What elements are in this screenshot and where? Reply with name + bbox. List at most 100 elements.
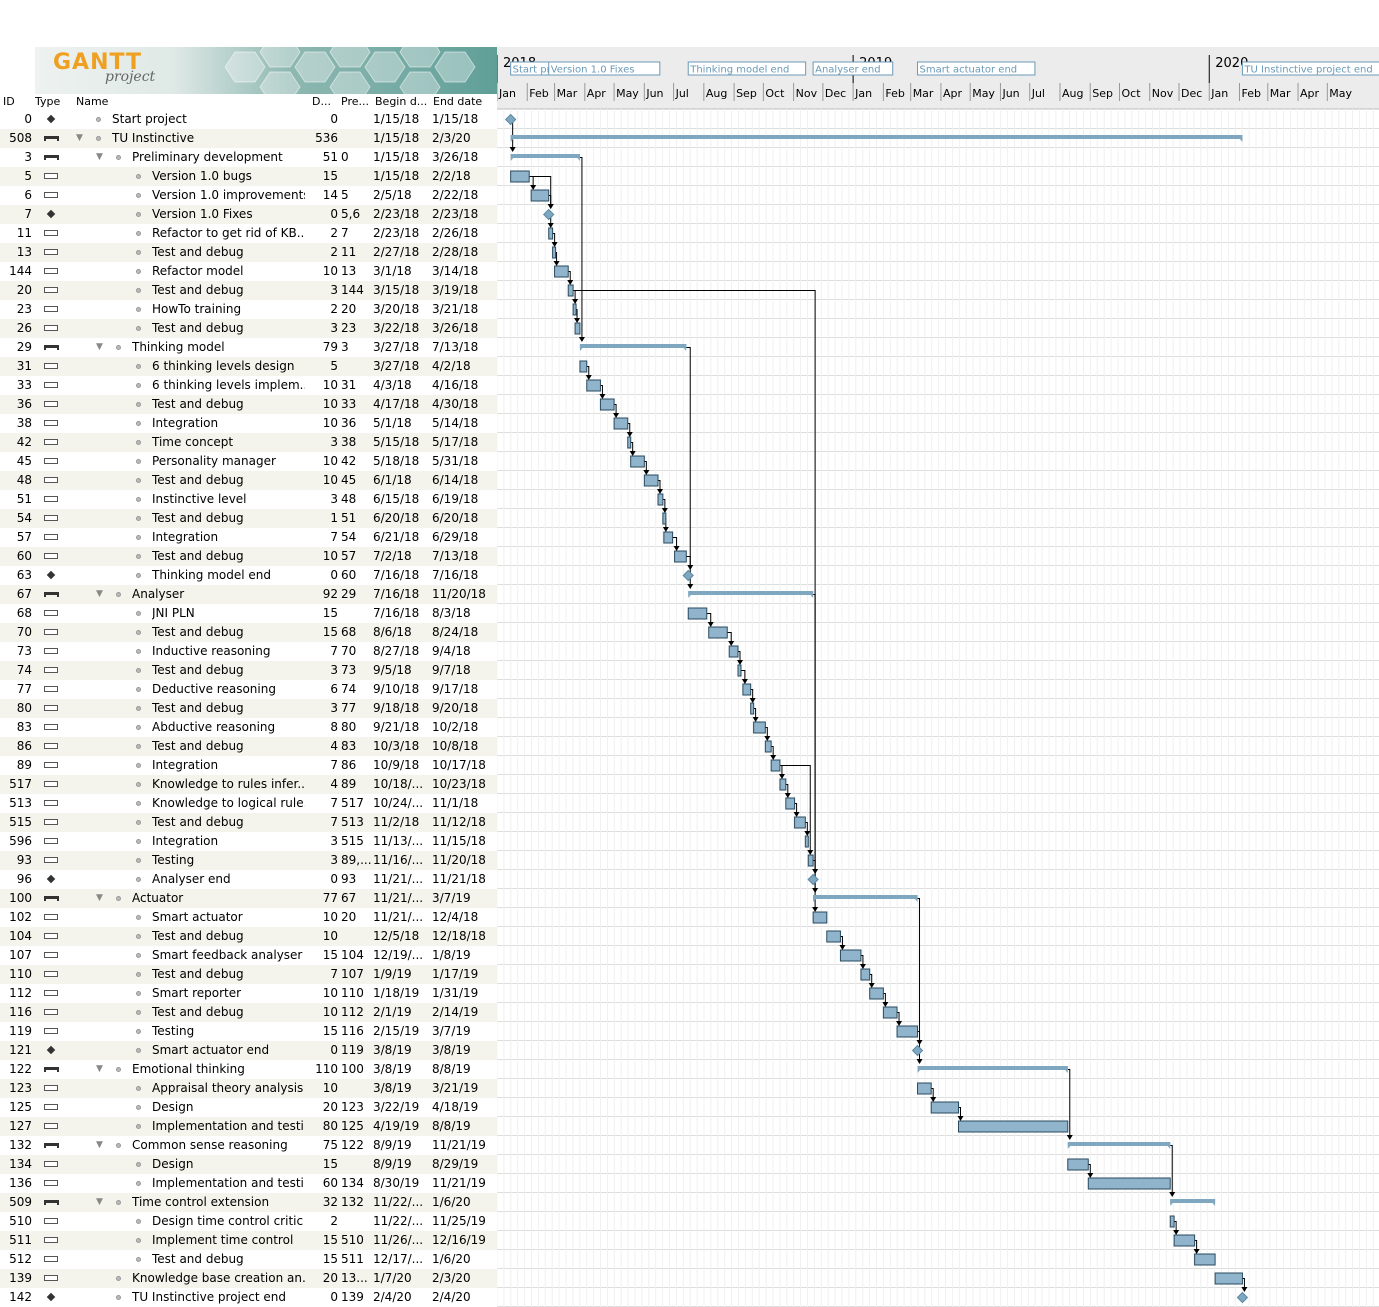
task-row[interactable]: 132 ▼ Common sense reasoning 75 122 8/9/19 11/… [0,1136,497,1155]
task-predecessors: 104 [341,948,364,962]
task-row[interactable]: 33 6 thinking levels implem... 10 31 4/3/18 4… [0,376,497,395]
task-row[interactable]: 596 Integration 3 515 11/13/... 11/15/18 [0,832,497,851]
task-row[interactable]: 100 ▼ Actuator 77 67 11/21/... 3/7/19 [0,889,497,908]
task-row[interactable]: 121 Smart actuator end 0 119 3/8/19 3/8/19 [0,1041,497,1060]
expand-toggle-icon[interactable]: ▼ [76,133,83,143]
task-row[interactable]: 508 ▼ TU Instinctive 536 1/15/18 2/3/20 [0,129,497,148]
task-row[interactable]: 68 JNI PLN 15 7/16/18 8/3/18 [0,604,497,623]
task-row[interactable]: 77 Deductive reasoning 6 74 9/10/18 9/17/18 [0,680,497,699]
task-row[interactable]: 123 Appraisal theory analysis 10 3/8/19 3/21… [0,1079,497,1098]
dependency-arrow-icon [1193,1249,1200,1254]
col-header-end[interactable]: End date [433,95,483,108]
task-row[interactable]: 125 Design 20 123 3/22/19 4/18/19 [0,1098,497,1117]
task-row[interactable]: 80 Test and debug 3 77 9/18/18 9/20/18 [0,699,497,718]
task-begin-date: 10/9/18 [373,758,420,772]
task-row[interactable]: 142 TU Instinctive project end 0 139 2/4/20 2… [0,1288,497,1307]
task-row[interactable]: 13 Test and debug 2 11 2/27/18 2/28/18 [0,243,497,262]
task-row[interactable]: 5 Version 1.0 bugs 15 1/15/18 2/2/18 [0,167,497,186]
task-icon [44,667,58,673]
task-type-task-icon [40,813,64,832]
task-bar [930,1101,960,1114]
task-row[interactable]: 112 Smart reporter 10 110 1/18/19 1/31/19 [0,984,497,1003]
task-row[interactable]: 23 HowTo training 2 20 3/20/18 3/21/18 [0,300,497,319]
expand-toggle-icon[interactable]: ▼ [96,893,103,903]
task-bar [770,759,781,772]
task-row[interactable]: 86 Test and debug 4 83 10/3/18 10/8/18 [0,737,497,756]
dependency-arrow-icon [547,223,554,228]
task-row[interactable]: 107 Smart feedback analyser 15 104 12/19/...… [0,946,497,965]
task-row[interactable]: 42 Time concept 3 38 5/15/18 5/17/18 [0,433,497,452]
task-row[interactable]: 7 Version 1.0 Fixes 0 5,6 2/23/18 2/23/18 [0,205,497,224]
task-bullet-icon [136,725,141,730]
task-row[interactable]: 83 Abductive reasoning 8 80 9/21/18 10/2/18 [0,718,497,737]
task-icon [44,1180,58,1186]
task-id: 104 [9,929,32,943]
task-row[interactable]: 36 Test and debug 10 33 4/17/18 4/30/18 [0,395,497,414]
task-row[interactable]: 122 ▼ Emotional thinking 110 100 3/8/19 8/8/19 [0,1060,497,1079]
expand-toggle-icon[interactable]: ▼ [96,1197,103,1207]
expand-toggle-icon[interactable]: ▼ [96,1140,103,1150]
expand-toggle-icon[interactable]: ▼ [96,1064,103,1074]
task-row[interactable]: 60 Test and debug 10 57 7/2/18 7/13/18 [0,547,497,566]
task-row[interactable]: 517 Knowledge to rules infer... 4 89 10/18/.… [0,775,497,794]
task-row[interactable]: 51 Instinctive level 3 48 6/15/18 6/19/18 [0,490,497,509]
task-row[interactable]: 57 Integration 7 54 6/21/18 6/29/18 [0,528,497,547]
task-id: 36 [16,397,32,411]
task-row[interactable]: 48 Test and debug 10 45 6/1/18 6/14/18 [0,471,497,490]
task-row[interactable]: 509 ▼ Time control extension 32 132 11/22/...… [0,1193,497,1212]
task-row[interactable]: 45 Personality manager 10 42 5/18/18 5/31/18 [0,452,497,471]
task-type-summary-icon [40,889,64,908]
task-row[interactable]: 38 Integration 10 36 5/1/18 5/14/18 [0,414,497,433]
task-row[interactable]: 134 Design 15 8/9/19 8/29/19 [0,1155,497,1174]
task-row[interactable]: 127 Implementation and testi... 80 125 4/19/… [0,1117,497,1136]
dependency-arrow-icon [629,451,636,456]
task-type-task-icon [40,927,64,946]
expand-toggle-icon[interactable]: ▼ [96,589,103,599]
dependency-arrow-icon [656,489,663,494]
task-name: 6 thinking levels design [152,359,295,373]
task-row[interactable]: 104 Test and debug 10 12/5/18 12/18/18 [0,927,497,946]
dependency-line [1170,1145,1173,1196]
task-row[interactable]: 3 ▼ Preliminary development 51 0 1/15/18 3/26/… [0,148,497,167]
task-predecessors: 86 [341,758,357,772]
month-label: Feb [1242,87,1261,100]
task-row[interactable]: 29 ▼ Thinking model 79 3 3/27/18 7/13/18 [0,338,497,357]
expand-toggle-icon[interactable]: ▼ [96,342,103,352]
task-row[interactable]: 26 Test and debug 3 23 3/22/18 3/26/18 [0,319,497,338]
task-row[interactable]: 513 Knowledge to logical rule... 7 517 10/24… [0,794,497,813]
task-row[interactable]: 139 Knowledge base creation an... 20 13... 1… [0,1269,497,1288]
task-row[interactable]: 89 Integration 7 86 10/9/18 10/17/18 [0,756,497,775]
task-row[interactable]: 54 Test and debug 1 51 6/20/18 6/20/18 [0,509,497,528]
task-row[interactable]: 515 Test and debug 7 513 11/2/18 11/12/18 [0,813,497,832]
task-row[interactable]: 102 Smart actuator 10 20 11/21/... 12/4/18 [0,908,497,927]
task-row[interactable]: 510 Design time control critic 2 11/22/... 1… [0,1212,497,1231]
task-row[interactable]: 11 Refactor to get rid of KB... 2 7 2/23/18 2… [0,224,497,243]
task-row[interactable]: 136 Implementation and testi... 60 134 8/30/… [0,1174,497,1193]
task-row[interactable]: 144 Refactor model 10 13 3/1/18 3/14/18 [0,262,497,281]
task-row[interactable]: 0 Start project 0 1/15/18 1/15/18 [0,110,497,129]
task-row[interactable]: 110 Test and debug 7 107 1/9/19 1/17/19 [0,965,497,984]
task-row[interactable]: 96 Analyser end 0 93 11/21/... 11/21/18 [0,870,497,889]
task-row[interactable]: 63 Thinking model end 0 60 7/16/18 7/16/18 [0,566,497,585]
task-row[interactable]: 512 Test and debug 15 511 12/17/... 1/6/20 [0,1250,497,1269]
task-row[interactable]: 20 Test and debug 3 144 3/15/18 3/19/18 [0,281,497,300]
task-type-task-icon [40,471,64,490]
col-header-id[interactable]: ID [3,95,15,108]
expand-toggle-icon[interactable]: ▼ [96,152,103,162]
task-row[interactable]: 6 Version 1.0 improvements 14 5 2/5/18 2/22/1… [0,186,497,205]
task-row[interactable]: 70 Test and debug 15 68 8/6/18 8/24/18 [0,623,497,642]
col-header-name[interactable]: Name [76,95,109,108]
col-header-begin[interactable]: Begin d... [375,95,428,108]
task-row[interactable]: 119 Testing 15 116 2/15/19 3/7/19 [0,1022,497,1041]
task-row[interactable]: 31 6 thinking levels design 5 3/27/18 4/2/18 [0,357,497,376]
col-header-predecessors[interactable]: Pre... [341,95,369,108]
task-row[interactable]: 511 Implement time control 15 510 11/26/... 1… [0,1231,497,1250]
task-row[interactable]: 93 Testing 3 89,... 11/16/... 11/20/18 [0,851,497,870]
col-header-type[interactable]: Type [35,95,61,108]
summary-icon [44,155,59,160]
col-header-duration[interactable]: D... [312,95,331,108]
task-row[interactable]: 73 Inductive reasoning 7 70 8/27/18 9/4/18 [0,642,497,661]
task-row[interactable]: 74 Test and debug 3 73 9/5/18 9/7/18 [0,661,497,680]
task-row[interactable]: 116 Test and debug 10 112 2/1/19 2/14/19 [0,1003,497,1022]
task-row[interactable]: 67 ▼ Analyser 92 29 7/16/18 11/20/18 [0,585,497,604]
